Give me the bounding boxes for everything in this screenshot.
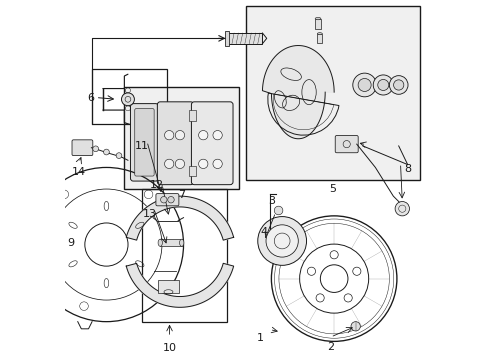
- Text: 8: 8: [403, 164, 410, 174]
- Circle shape: [393, 80, 403, 90]
- Circle shape: [116, 153, 122, 158]
- Polygon shape: [126, 263, 233, 307]
- Bar: [224, 31, 228, 45]
- FancyBboxPatch shape: [135, 109, 154, 176]
- Circle shape: [274, 206, 282, 215]
- Circle shape: [103, 149, 109, 155]
- Bar: [246, 6, 419, 180]
- Circle shape: [121, 93, 134, 106]
- Circle shape: [198, 159, 207, 168]
- Circle shape: [352, 73, 376, 97]
- FancyBboxPatch shape: [130, 104, 158, 181]
- Ellipse shape: [317, 33, 322, 35]
- Text: 10: 10: [162, 343, 176, 353]
- Bar: [142, 189, 226, 321]
- Circle shape: [198, 131, 207, 140]
- FancyBboxPatch shape: [156, 194, 179, 206]
- Bar: [160, 239, 182, 246]
- Text: 11: 11: [135, 140, 149, 150]
- Circle shape: [160, 197, 167, 203]
- Bar: [188, 166, 196, 176]
- Circle shape: [350, 321, 360, 331]
- Text: 12: 12: [149, 180, 163, 190]
- Circle shape: [257, 217, 306, 265]
- Text: 6: 6: [86, 93, 94, 103]
- Circle shape: [212, 159, 222, 168]
- Bar: [124, 87, 239, 189]
- Ellipse shape: [314, 18, 320, 20]
- Bar: [317, 34, 322, 43]
- Ellipse shape: [158, 239, 162, 246]
- Bar: [188, 110, 196, 121]
- Polygon shape: [126, 196, 233, 240]
- Circle shape: [212, 131, 222, 140]
- Text: 13: 13: [142, 209, 156, 219]
- Bar: [92, 69, 167, 125]
- Text: 9: 9: [68, 238, 75, 248]
- Circle shape: [164, 159, 174, 168]
- Bar: [228, 33, 262, 44]
- FancyBboxPatch shape: [72, 140, 93, 156]
- Circle shape: [175, 159, 184, 168]
- Circle shape: [372, 75, 392, 95]
- Text: 7: 7: [178, 190, 185, 200]
- Circle shape: [175, 131, 184, 140]
- Polygon shape: [262, 45, 333, 139]
- Bar: [314, 19, 320, 30]
- Ellipse shape: [179, 239, 183, 246]
- Circle shape: [388, 76, 407, 94]
- Circle shape: [265, 225, 298, 257]
- Text: 5: 5: [328, 184, 335, 194]
- Text: 4: 4: [260, 226, 267, 237]
- Bar: [158, 280, 179, 293]
- Text: 1: 1: [257, 333, 264, 343]
- FancyBboxPatch shape: [335, 135, 357, 153]
- Circle shape: [164, 131, 174, 140]
- Text: 3: 3: [267, 196, 274, 206]
- FancyBboxPatch shape: [191, 102, 233, 185]
- Circle shape: [167, 197, 174, 203]
- Circle shape: [357, 78, 370, 91]
- FancyBboxPatch shape: [157, 102, 193, 185]
- Text: 14: 14: [72, 167, 86, 177]
- Circle shape: [377, 80, 388, 90]
- Circle shape: [394, 202, 408, 216]
- Circle shape: [93, 146, 99, 152]
- Text: 2: 2: [326, 342, 333, 352]
